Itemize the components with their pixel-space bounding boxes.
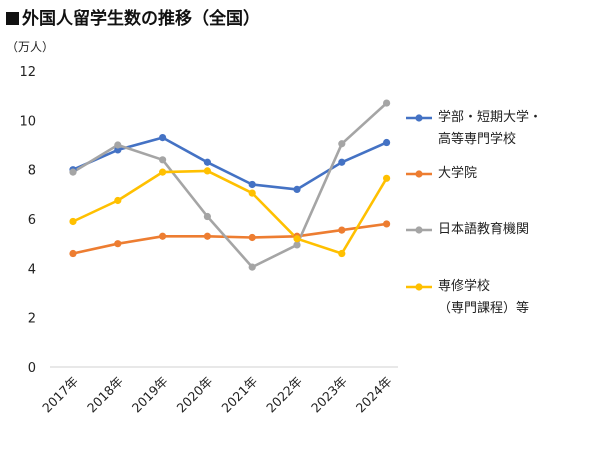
data-point (248, 233, 256, 242)
data-point (69, 168, 77, 176)
data-point (338, 249, 346, 258)
x-tick-label: 2019年 (129, 374, 171, 416)
data-point (159, 156, 167, 164)
legend-label: 高等専門学校 (438, 132, 517, 147)
legend-marker-icon (406, 170, 432, 178)
data-point (159, 134, 167, 142)
y-tick-label: 12 (19, 65, 36, 80)
chart-title-text: 外国人留学生数の推移（全国） (22, 9, 260, 29)
y-tick-label: 10 (19, 114, 36, 129)
data-point (114, 240, 122, 248)
data-point (248, 263, 256, 271)
data-point (159, 232, 167, 240)
data-point (114, 141, 122, 149)
legend-label: 大学院 (438, 166, 478, 181)
data-point (248, 180, 256, 189)
series-line-3 (71, 169, 388, 255)
legend-label: （専門課程）等 (438, 301, 530, 316)
x-tick-label: 2018年 (84, 374, 126, 416)
data-point (383, 138, 391, 147)
data-point (338, 158, 346, 166)
legend-label: 日本語教育機関 (438, 222, 530, 237)
y-tick-label: 0 (28, 361, 36, 376)
data-point (159, 168, 167, 176)
chart-title: 外国人留学生数の推移（全国） (6, 4, 260, 29)
series-lines (71, 101, 388, 269)
data-point (114, 196, 122, 205)
data-point (293, 235, 301, 243)
data-point (338, 140, 346, 148)
data-point (114, 146, 122, 154)
title-square-icon (6, 12, 19, 25)
legend-marker-icon (406, 226, 432, 234)
x-tick-label: 2024年 (353, 374, 395, 416)
legend-marker-icon (406, 114, 432, 122)
data-point (203, 212, 211, 221)
data-point (383, 99, 391, 107)
data-point (69, 217, 77, 226)
data-point (338, 226, 346, 234)
data-point (383, 174, 391, 182)
x-tick-label: 2021年 (218, 374, 260, 416)
y-tick-label: 4 (28, 262, 36, 277)
data-point (69, 249, 77, 258)
x-tick-label: 2020年 (174, 374, 216, 416)
y-axis-ticks: 0 2 4 6 8 10 12 (19, 65, 36, 376)
data-point (203, 158, 211, 166)
legend-marker-icon (406, 283, 432, 291)
data-point (293, 185, 301, 193)
series-points (69, 99, 391, 271)
x-tick-label: 2022年 (263, 374, 305, 416)
series-line-2 (71, 101, 388, 269)
data-point (248, 189, 256, 197)
x-tick-label: 2023年 (308, 374, 350, 416)
y-axis-unit: （万人） (6, 40, 55, 54)
data-point (383, 220, 391, 228)
y-tick-label: 8 (28, 164, 36, 179)
x-tick-label: 2017年 (39, 374, 81, 416)
data-point (203, 232, 211, 240)
y-tick-label: 2 (28, 312, 36, 327)
y-tick-label: 6 (28, 213, 36, 228)
legend-label: 専修学校 (438, 279, 491, 294)
data-point (293, 241, 301, 249)
series-line-1 (71, 222, 388, 255)
x-axis-ticks: 2017年 2018年 2019年 2020年 2021年 2022年 2023年 2024年 (39, 374, 395, 416)
legend-label: 学部・短期大学・ (438, 110, 543, 125)
data-point (203, 167, 211, 175)
